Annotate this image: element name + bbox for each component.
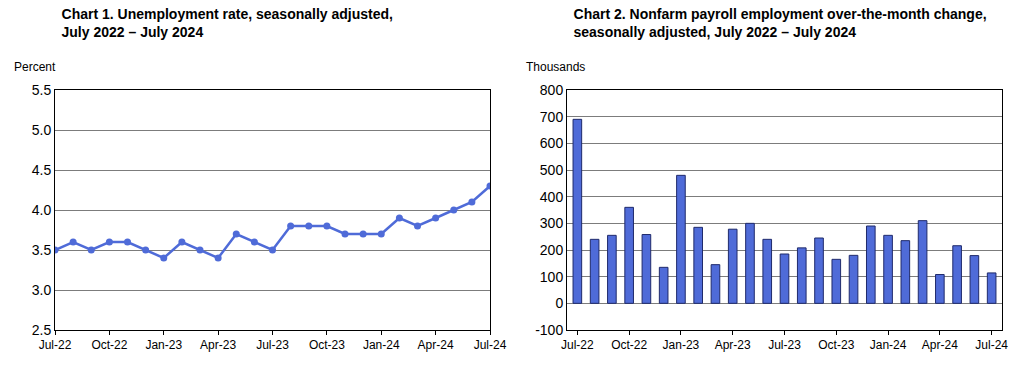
- svg-text:Jan-23: Jan-23: [145, 338, 182, 352]
- svg-text:400: 400: [540, 189, 564, 205]
- svg-text:3.5: 3.5: [32, 242, 52, 258]
- svg-text:Jul-24: Jul-24: [474, 338, 507, 352]
- svg-text:2.5: 2.5: [32, 322, 52, 338]
- svg-text:4.0: 4.0: [32, 202, 52, 218]
- svg-text:5.0: 5.0: [32, 122, 52, 138]
- svg-text:Percent: Percent: [14, 60, 56, 74]
- svg-text:4.5: 4.5: [32, 162, 52, 178]
- svg-text:300: 300: [540, 215, 564, 231]
- svg-text:Jan-24: Jan-24: [363, 338, 400, 352]
- svg-text:Chart 2. Nonfarm payroll emplo: Chart 2. Nonfarm payroll employment over…: [574, 6, 987, 40]
- svg-text:600: 600: [540, 135, 564, 151]
- svg-text:-100: -100: [535, 322, 563, 338]
- svg-text:Jul-22: Jul-22: [561, 338, 594, 352]
- svg-text:5.5: 5.5: [32, 82, 52, 98]
- svg-text:0: 0: [555, 295, 563, 311]
- svg-text:Oct-22: Oct-22: [91, 338, 127, 352]
- svg-text:200: 200: [540, 242, 564, 258]
- svg-text:Oct-23: Oct-23: [818, 338, 854, 352]
- svg-text:Thousands: Thousands: [526, 60, 585, 74]
- svg-text:Jan-23: Jan-23: [663, 338, 700, 352]
- svg-text:3.0: 3.0: [32, 282, 52, 298]
- svg-text:Jul-24: Jul-24: [975, 338, 1008, 352]
- svg-text:100: 100: [540, 269, 564, 285]
- svg-text:500: 500: [540, 162, 564, 178]
- svg-text:Apr-23: Apr-23: [715, 338, 751, 352]
- svg-text:Jul-23: Jul-23: [256, 338, 289, 352]
- svg-text:800: 800: [540, 82, 564, 98]
- svg-text:Chart 1. Unemployment rate, se: Chart 1. Unemployment rate, seasonally a…: [62, 6, 393, 40]
- svg-text:Apr-24: Apr-24: [418, 338, 454, 352]
- svg-text:Oct-23: Oct-23: [309, 338, 345, 352]
- svg-text:Jan-24: Jan-24: [870, 338, 907, 352]
- svg-text:Apr-23: Apr-23: [200, 338, 236, 352]
- svg-text:Jul-23: Jul-23: [768, 338, 801, 352]
- svg-text:Apr-24: Apr-24: [922, 338, 958, 352]
- svg-text:700: 700: [540, 109, 564, 125]
- svg-text:Oct-22: Oct-22: [611, 338, 647, 352]
- svg-text:Jul-22: Jul-22: [39, 338, 72, 352]
